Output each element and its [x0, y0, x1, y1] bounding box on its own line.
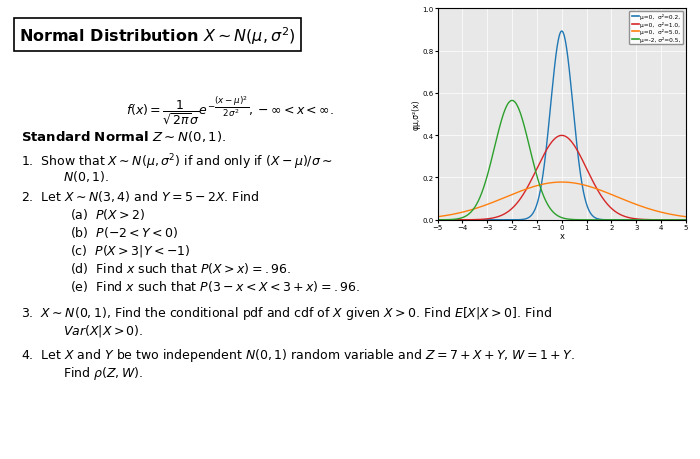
Text: $f(x) = \dfrac{1}{\sqrt{2\pi}\sigma}e^{-\dfrac{(x-\mu)^2}{2\sigma^2}}, -\infty <: $f(x) = \dfrac{1}{\sqrt{2\pi}\sigma}e^{-…	[126, 94, 334, 126]
Text: $\bf{Standard\ Normal}$ $Z \sim N(0,1).$: $\bf{Standard\ Normal}$ $Z \sim N(0,1).$	[21, 129, 226, 144]
Text: (e)  Find $x$ such that $P(3 - x < X < 3 + x) = .96.$: (e) Find $x$ such that $P(3 - x < X < 3 …	[70, 279, 360, 294]
Text: (c)  $P(X > 3|Y < -1)$: (c) $P(X > 3|Y < -1)$	[70, 243, 190, 259]
Text: (d)  Find $x$ such that $P(X > x) = .96.$: (d) Find $x$ such that $P(X > x) = .96.$	[70, 261, 291, 276]
X-axis label: x: x	[559, 232, 564, 241]
Y-axis label: φμ,σ²(x): φμ,σ²(x)	[412, 100, 421, 130]
Text: Normal Distribution $X \sim N(\mu, \sigma^2)$: Normal Distribution $X \sim N(\mu, \sigm…	[19, 25, 296, 46]
Text: $N(0,1).$: $N(0,1).$	[63, 168, 109, 184]
Text: 1.  Show that $X \sim N(\mu, \sigma^2)$ if and only if $(X - \mu)/\sigma \sim$: 1. Show that $X \sim N(\mu, \sigma^2)$ i…	[21, 152, 332, 172]
Text: (b)  $P(-2 < Y < 0)$: (b) $P(-2 < Y < 0)$	[70, 225, 178, 240]
Text: 4.  Let $X$ and $Y$ be two independent $N(0,1)$ random variable and $Z = 7 + X +: 4. Let $X$ and $Y$ be two independent $N…	[21, 347, 575, 364]
Text: 3.  $X \sim N(0,1)$, Find the conditional pdf and cdf of $X$ given $X > 0$. Find: 3. $X \sim N(0,1)$, Find the conditional…	[21, 304, 552, 321]
Legend: μ=0,  σ²=0.2,, μ=0,  σ²=1.0,, μ=0,  σ²=5.0,, μ=-2, σ²=0.5,: μ=0, σ²=0.2,, μ=0, σ²=1.0,, μ=0, σ²=5.0,…	[629, 12, 683, 45]
Text: $Var(X|X > 0).$: $Var(X|X > 0).$	[63, 322, 144, 338]
Text: (a)  $P(X > 2)$: (a) $P(X > 2)$	[70, 207, 146, 222]
Text: Find $\rho(Z, W).$: Find $\rho(Z, W).$	[63, 364, 143, 381]
Text: 2.  Let $X \sim N(3,4)$ and $Y = 5 - 2X$. Find: 2. Let $X \sim N(3,4)$ and $Y = 5 - 2X$.…	[21, 188, 260, 203]
